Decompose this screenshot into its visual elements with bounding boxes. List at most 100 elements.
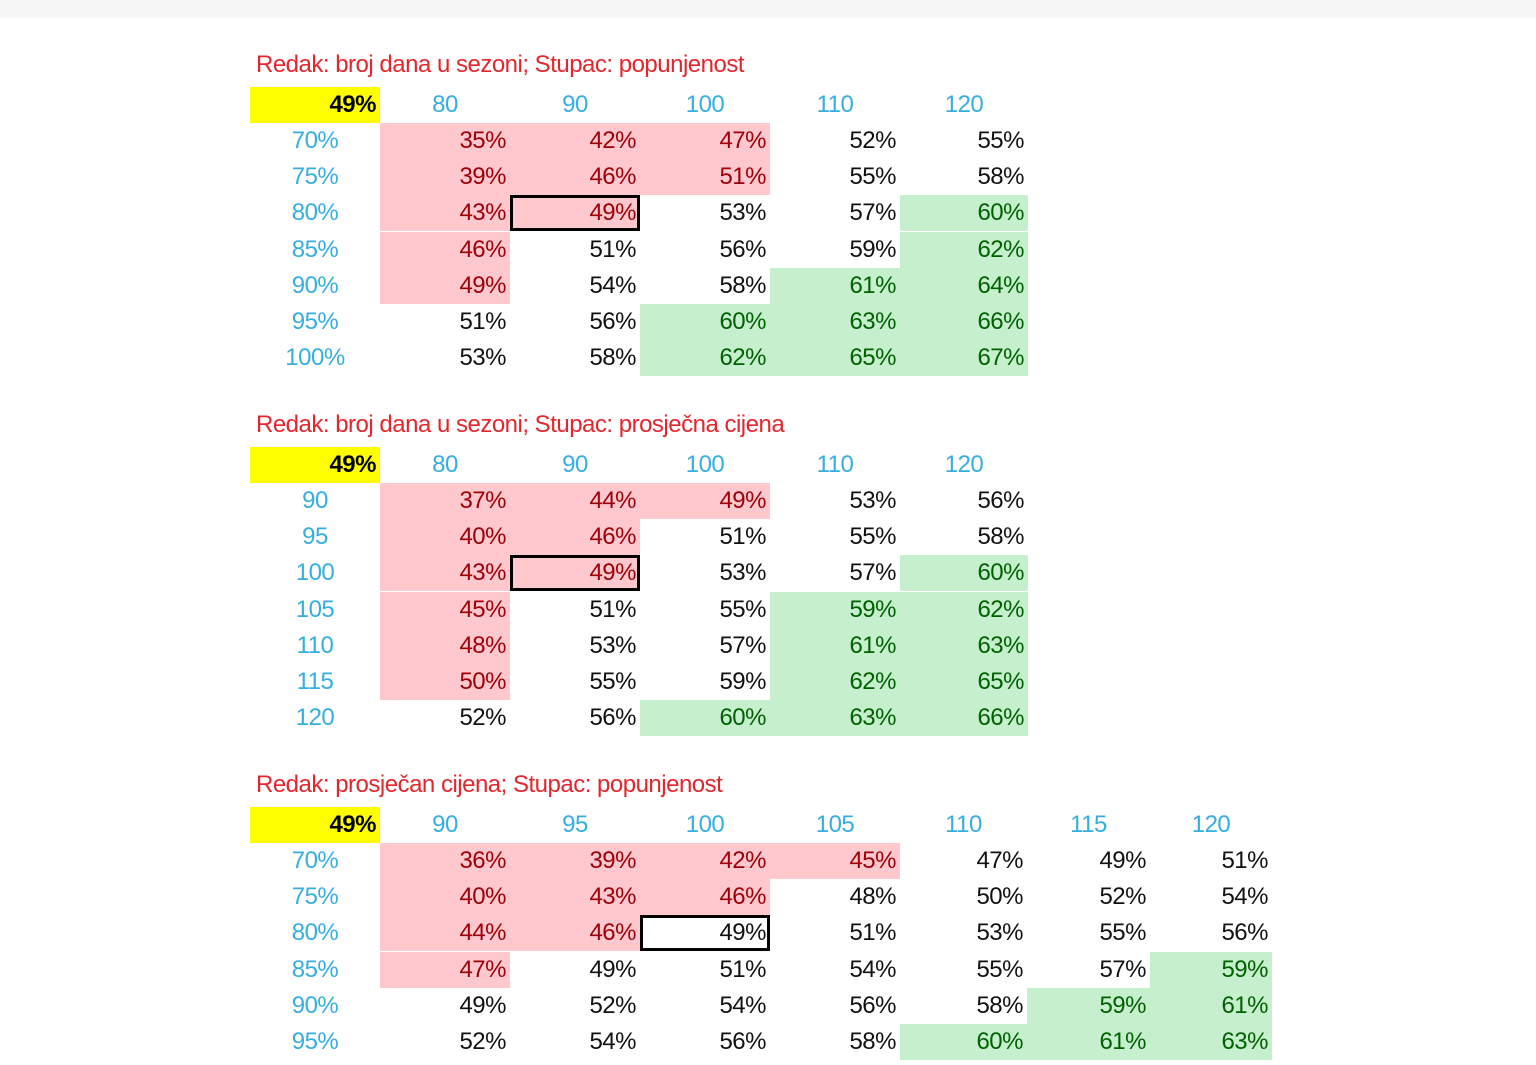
value-cell[interactable]: 35%	[380, 123, 510, 159]
value-cell[interactable]: 58%	[976, 991, 1023, 1019]
value-cell[interactable]: 61%	[770, 267, 900, 304]
value-cell[interactable]: 59%	[849, 235, 896, 263]
value-cell[interactable]: 44%	[380, 915, 510, 952]
value-cell[interactable]: 40%	[380, 519, 510, 556]
value-cell[interactable]: 56%	[1221, 919, 1268, 947]
value-cell[interactable]: 49%	[380, 267, 510, 304]
value-cell[interactable]: 45%	[380, 591, 510, 628]
row-header[interactable]: 85%	[291, 955, 339, 983]
column-header[interactable]: 115	[1070, 811, 1107, 838]
value-cell[interactable]: 52%	[849, 127, 896, 154]
column-header[interactable]: 120	[944, 451, 984, 478]
value-cell[interactable]: 66%	[900, 304, 1028, 340]
value-cell[interactable]: 63%	[900, 627, 1028, 664]
value-cell[interactable]: 51%	[719, 523, 766, 551]
value-cell[interactable]: 45%	[770, 843, 900, 879]
value-cell[interactable]: 43%	[380, 555, 510, 592]
row-header[interactable]: 95	[302, 523, 328, 551]
column-header[interactable]: 80	[432, 91, 458, 118]
value-cell[interactable]: 44%	[510, 483, 640, 519]
value-cell[interactable]: 36%	[380, 843, 510, 879]
value-cell[interactable]: 64%	[900, 267, 1028, 304]
value-cell[interactable]: 51%	[849, 919, 896, 947]
value-cell[interactable]: 52%	[589, 991, 636, 1019]
value-cell[interactable]: 49%	[640, 915, 770, 952]
value-cell[interactable]: 47%	[976, 847, 1023, 874]
value-cell[interactable]: 65%	[900, 664, 1028, 700]
value-cell[interactable]: 60%	[640, 700, 770, 737]
value-cell[interactable]: 63%	[770, 304, 900, 340]
value-cell[interactable]: 63%	[1150, 1024, 1272, 1060]
column-header[interactable]: 90	[432, 811, 458, 838]
corner-result-cell[interactable]: 49%	[250, 807, 380, 843]
value-cell[interactable]: 55%	[849, 523, 896, 551]
column-header[interactable]: 120	[944, 91, 984, 118]
value-cell[interactable]: 48%	[380, 627, 510, 664]
value-cell[interactable]: 57%	[719, 631, 766, 659]
value-cell[interactable]: 39%	[510, 843, 640, 879]
column-header[interactable]: 105	[815, 811, 855, 838]
value-cell[interactable]: 54%	[589, 271, 636, 299]
value-cell[interactable]: 40%	[380, 879, 510, 916]
column-header[interactable]: 90	[562, 451, 588, 478]
value-cell[interactable]: 56%	[589, 704, 636, 732]
row-header[interactable]: 110	[296, 631, 334, 659]
value-cell[interactable]: 65%	[770, 340, 900, 377]
value-cell[interactable]: 56%	[849, 991, 896, 1019]
row-header[interactable]: 95%	[291, 308, 339, 335]
value-cell[interactable]: 49%	[589, 955, 636, 983]
row-header[interactable]: 75%	[291, 163, 339, 191]
value-cell[interactable]: 50%	[380, 664, 510, 700]
value-cell[interactable]: 55%	[719, 595, 766, 623]
value-cell[interactable]: 53%	[719, 199, 766, 227]
value-cell[interactable]: 43%	[510, 879, 640, 916]
row-header[interactable]: 70%	[291, 127, 339, 154]
value-cell[interactable]: 58%	[719, 271, 766, 299]
value-cell[interactable]: 51%	[459, 308, 506, 335]
value-cell[interactable]: 52%	[459, 1028, 506, 1055]
column-header[interactable]: 100	[685, 811, 725, 838]
value-cell[interactable]: 60%	[900, 195, 1028, 232]
value-cell[interactable]: 53%	[589, 631, 636, 659]
column-header[interactable]: 110	[816, 91, 854, 118]
value-cell[interactable]: 60%	[640, 304, 770, 340]
value-cell[interactable]: 42%	[640, 843, 770, 879]
value-cell[interactable]: 55%	[976, 955, 1023, 983]
value-cell[interactable]: 55%	[1099, 919, 1146, 947]
row-header[interactable]: 90	[302, 487, 328, 514]
value-cell[interactable]: 48%	[849, 883, 896, 911]
column-header[interactable]: 100	[685, 91, 725, 118]
value-cell[interactable]: 51%	[589, 235, 636, 263]
value-cell[interactable]: 63%	[770, 700, 900, 737]
value-cell[interactable]: 49%	[640, 483, 770, 519]
value-cell[interactable]: 50%	[976, 883, 1023, 911]
value-cell[interactable]: 55%	[977, 127, 1024, 154]
value-cell[interactable]: 62%	[900, 231, 1028, 268]
value-cell[interactable]: 54%	[589, 1028, 636, 1055]
value-cell[interactable]: 67%	[900, 340, 1028, 377]
value-cell[interactable]: 57%	[849, 199, 896, 227]
value-cell[interactable]: 49%	[1099, 847, 1146, 874]
row-header[interactable]: 70%	[291, 847, 339, 874]
row-header[interactable]: 80%	[291, 199, 339, 227]
value-cell[interactable]: 47%	[380, 951, 510, 988]
value-cell[interactable]: 62%	[770, 664, 900, 700]
value-cell[interactable]: 61%	[1027, 1024, 1150, 1060]
value-cell[interactable]: 56%	[719, 1028, 766, 1055]
row-header[interactable]: 120	[295, 704, 335, 732]
value-cell[interactable]: 55%	[849, 163, 896, 191]
value-cell[interactable]: 59%	[1150, 951, 1272, 988]
value-cell[interactable]: 59%	[1027, 987, 1150, 1024]
row-header[interactable]: 95%	[291, 1028, 339, 1055]
value-cell[interactable]: 51%	[719, 955, 766, 983]
value-cell[interactable]: 66%	[900, 700, 1028, 737]
value-cell[interactable]: 61%	[1150, 987, 1272, 1024]
column-header[interactable]: 100	[685, 451, 725, 478]
value-cell[interactable]: 56%	[977, 487, 1024, 514]
value-cell[interactable]: 46%	[640, 879, 770, 916]
value-cell[interactable]: 59%	[719, 668, 766, 695]
value-cell[interactable]: 60%	[900, 555, 1028, 592]
value-cell[interactable]: 52%	[459, 704, 506, 732]
value-cell[interactable]: 39%	[380, 159, 510, 196]
row-header[interactable]: 90%	[291, 991, 339, 1019]
